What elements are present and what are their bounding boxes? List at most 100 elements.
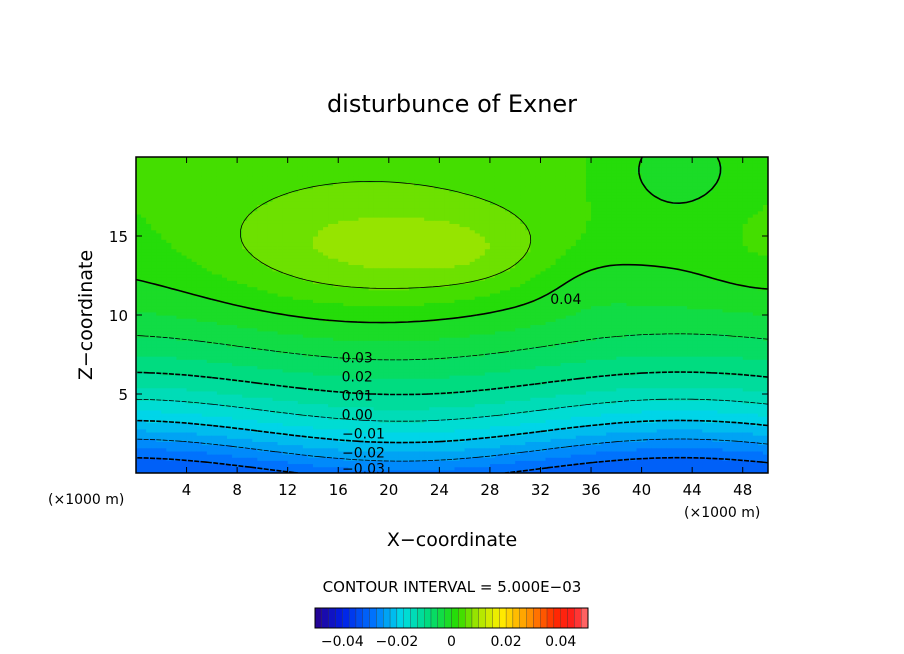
field-cell	[221, 425, 228, 430]
field-cell	[237, 387, 243, 392]
field-cell	[136, 264, 142, 269]
field-cell	[292, 390, 299, 395]
field-cell	[141, 182, 147, 187]
field-cell	[328, 438, 334, 442]
field-cell	[206, 450, 213, 455]
field-cell	[191, 188, 198, 193]
field-cell	[227, 254, 233, 259]
field-cell	[136, 223, 142, 228]
field-cell	[282, 299, 289, 303]
field-cell	[186, 254, 193, 259]
field-cell	[307, 463, 314, 468]
field-cell	[318, 277, 324, 281]
field-cell	[262, 305, 269, 310]
field-cell	[247, 210, 253, 215]
field-cell	[146, 157, 152, 161]
field-cell	[141, 409, 147, 414]
field-cell	[282, 324, 289, 329]
field-cell	[262, 277, 269, 281]
field-cell	[277, 419, 284, 424]
field-cell	[216, 292, 223, 297]
field-cell	[297, 302, 304, 307]
field-cell	[282, 428, 289, 433]
field-cell	[262, 403, 269, 408]
field-cell	[146, 438, 152, 442]
field-cell	[272, 308, 279, 313]
field-cell	[282, 378, 289, 382]
field-cell	[287, 365, 294, 370]
field-cell	[242, 340, 248, 345]
field-cell	[242, 400, 248, 405]
field-cell	[323, 210, 329, 215]
field-cell	[312, 378, 319, 382]
field-cell	[272, 349, 279, 354]
field-cell	[232, 460, 238, 465]
field-cell	[257, 397, 263, 401]
field-cell	[227, 419, 233, 424]
field-cell	[181, 172, 188, 177]
field-cell	[323, 460, 329, 465]
field-cell	[136, 463, 142, 468]
field-cell	[338, 245, 344, 250]
field-cell	[161, 242, 167, 247]
field-cell	[267, 362, 274, 367]
field-cell	[237, 343, 243, 348]
field-cell	[176, 305, 183, 310]
field-cell	[176, 416, 183, 420]
field-cell	[302, 213, 309, 218]
field-cell	[333, 302, 339, 307]
field-cell	[186, 416, 193, 420]
field-cell	[221, 207, 228, 212]
field-cell	[166, 469, 172, 473]
field-cell	[247, 368, 253, 373]
field-cell	[156, 400, 162, 405]
field-cell	[252, 220, 258, 224]
field-cell	[176, 400, 183, 405]
field-cell	[136, 242, 142, 247]
field-cell	[267, 397, 274, 401]
field-cell	[156, 356, 162, 360]
field-cell	[201, 403, 208, 408]
field-cell	[333, 296, 339, 300]
field-cell	[242, 378, 248, 382]
field-cell	[181, 242, 188, 247]
field-cell	[146, 198, 152, 202]
field-cell	[287, 182, 294, 187]
field-cell	[146, 428, 152, 433]
field-cell	[252, 188, 258, 193]
field-cell	[302, 232, 309, 237]
field-cell	[292, 365, 299, 370]
field-cell	[272, 387, 279, 392]
field-cell	[277, 428, 284, 433]
field-cell	[262, 365, 269, 370]
field-cell	[216, 466, 223, 471]
field-cell	[247, 356, 253, 360]
field-cell	[328, 267, 334, 272]
field-cell	[287, 460, 294, 465]
field-cell	[277, 356, 284, 360]
field-cell	[292, 258, 299, 262]
field-cell	[227, 239, 233, 243]
field-cell	[247, 248, 253, 253]
field-cell	[161, 403, 167, 408]
field-cell	[221, 261, 228, 266]
field-cell	[277, 447, 284, 452]
contour-field	[136, 157, 768, 473]
field-cell	[176, 450, 183, 455]
field-cell	[166, 412, 172, 417]
field-cell	[136, 371, 142, 376]
field-cell	[252, 245, 258, 250]
field-cell	[267, 425, 274, 430]
field-cell	[176, 251, 183, 256]
field-cell	[141, 431, 147, 436]
field-cell	[161, 400, 167, 405]
field-cell	[312, 261, 319, 266]
field-cell	[247, 226, 253, 231]
field-cell	[216, 270, 223, 275]
field-cell	[186, 157, 193, 161]
field-cell	[191, 463, 198, 468]
field-cell	[161, 207, 167, 212]
field-cell	[211, 254, 218, 259]
field-cell	[156, 232, 162, 237]
field-cell	[328, 204, 334, 209]
